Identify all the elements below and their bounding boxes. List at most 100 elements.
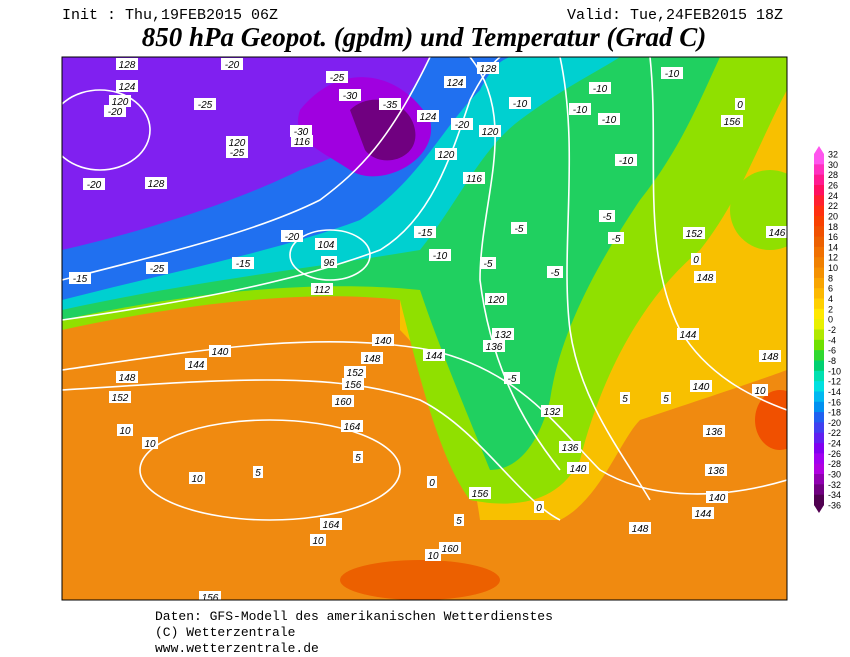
contour-label: -15 xyxy=(236,259,251,270)
contour-labels: 128124120-20-25-20-25-30-35124120-20-10-… xyxy=(69,58,787,600)
contour-label: 10 xyxy=(427,551,439,562)
contour-label-box xyxy=(454,514,464,526)
contours xyxy=(62,57,787,521)
legend-tick-label: -10 xyxy=(828,366,841,376)
contour-label-box xyxy=(116,371,138,383)
contour-label: 152 xyxy=(686,229,703,240)
contour-label: -20 xyxy=(285,232,300,243)
contour-label: 140 xyxy=(693,382,710,393)
legend-cell xyxy=(814,205,824,217)
legend-cell xyxy=(814,401,824,413)
contour-label: 156 xyxy=(472,489,489,500)
contour-label-box xyxy=(509,97,531,109)
contour xyxy=(62,57,431,281)
contour-label: 136 xyxy=(708,466,725,477)
contour-label: -5 xyxy=(603,212,612,223)
contour-label: 116 xyxy=(466,174,482,185)
contour-label: 10 xyxy=(754,386,766,397)
contour-label: 156 xyxy=(345,380,362,391)
legend-cell xyxy=(814,226,824,238)
contour-label-box xyxy=(427,476,437,488)
contour-label-box xyxy=(479,125,501,137)
contour-label-box xyxy=(451,118,473,130)
contour-label-box xyxy=(104,105,126,117)
contour-label-box xyxy=(185,358,207,370)
legend-cell xyxy=(814,370,824,382)
contour-label-box xyxy=(414,226,436,238)
contour-label: 124 xyxy=(119,82,136,93)
legend-cell xyxy=(814,381,824,392)
contour-label: -25 xyxy=(230,148,245,159)
legend-tick-label: -6 xyxy=(828,346,836,356)
contour-label: -5 xyxy=(551,268,560,279)
contour-label: 148 xyxy=(119,373,136,384)
contour-label: -10 xyxy=(619,156,634,167)
contour-label-box xyxy=(469,487,491,499)
legend-cell xyxy=(814,288,824,300)
contour-label: -30 xyxy=(343,91,358,102)
contour-label-box xyxy=(752,384,768,396)
contour-label: 152 xyxy=(112,393,129,404)
legend-cell xyxy=(814,360,824,372)
contour-label: 152 xyxy=(347,368,364,379)
contour-label-box xyxy=(703,425,725,437)
contour-label: -20 xyxy=(225,60,240,71)
legend-tick-label: 12 xyxy=(828,253,838,263)
legend-tick-label: -28 xyxy=(828,459,841,469)
contour-label: 112 xyxy=(314,285,330,296)
legend-tick-label: 14 xyxy=(828,242,838,252)
legend-tick-label: -26 xyxy=(828,449,841,459)
contour-label-box xyxy=(83,178,105,190)
contour-label-box xyxy=(326,71,348,83)
contour-label-box xyxy=(429,249,451,261)
legend-tick-label: 24 xyxy=(828,191,838,201)
contour-label-box xyxy=(189,472,205,484)
contour xyxy=(62,57,501,321)
footer-copyright: (C) Wetterzentrale xyxy=(155,625,295,640)
contour-label: 10 xyxy=(144,439,156,450)
contour-label: 144 xyxy=(188,360,205,371)
contour-label-box xyxy=(291,135,313,147)
legend-tick-label: -8 xyxy=(828,356,836,366)
contour-label-box xyxy=(69,272,91,284)
contour-label-box xyxy=(435,148,457,160)
contour-label-box xyxy=(116,80,138,92)
contour-label: 144 xyxy=(695,509,712,520)
contour-label-box xyxy=(281,230,303,242)
contour-label-box xyxy=(677,328,699,340)
legend-tick-label: 32 xyxy=(828,150,838,160)
contour-label-box xyxy=(379,98,401,110)
legend-tick-label: 16 xyxy=(828,232,838,242)
valid-time: Valid: Tue,24FEB2015 18Z xyxy=(567,7,783,24)
contour xyxy=(62,89,151,171)
legend-cell xyxy=(814,391,824,403)
legend-cell xyxy=(814,494,824,506)
contour-label-box xyxy=(321,256,337,268)
legend-tick-label: -32 xyxy=(828,480,841,490)
legend-tick-label: -14 xyxy=(828,387,841,397)
contour-label-box xyxy=(598,113,620,125)
legend-tick-label: 30 xyxy=(828,160,838,170)
contour-label-box xyxy=(483,340,505,352)
contour-label: -10 xyxy=(433,251,448,262)
contour-label-box xyxy=(559,441,581,453)
legend-cell xyxy=(814,257,824,269)
contour-label: -10 xyxy=(665,69,680,80)
color-legend: 32302826242220181614121086420-2-4-6-8-10… xyxy=(814,146,841,513)
contour-label-box xyxy=(692,507,714,519)
contour-label-box xyxy=(311,283,333,295)
contour-label: 5 xyxy=(622,394,628,405)
legend-tick-label: 22 xyxy=(828,201,838,211)
contour-label-box xyxy=(567,462,589,474)
contour-label-box xyxy=(310,534,326,546)
contour-label-box xyxy=(341,420,363,432)
legend-cell xyxy=(814,422,824,434)
map-frame xyxy=(61,56,788,601)
contour-label: 120 xyxy=(438,150,455,161)
contour-label-box xyxy=(589,82,611,94)
contour-label-box xyxy=(221,58,243,70)
contour-label: -25 xyxy=(198,100,213,111)
legend-cell xyxy=(814,412,824,423)
contour-label-box xyxy=(690,380,712,392)
contour-label-box xyxy=(511,222,527,234)
